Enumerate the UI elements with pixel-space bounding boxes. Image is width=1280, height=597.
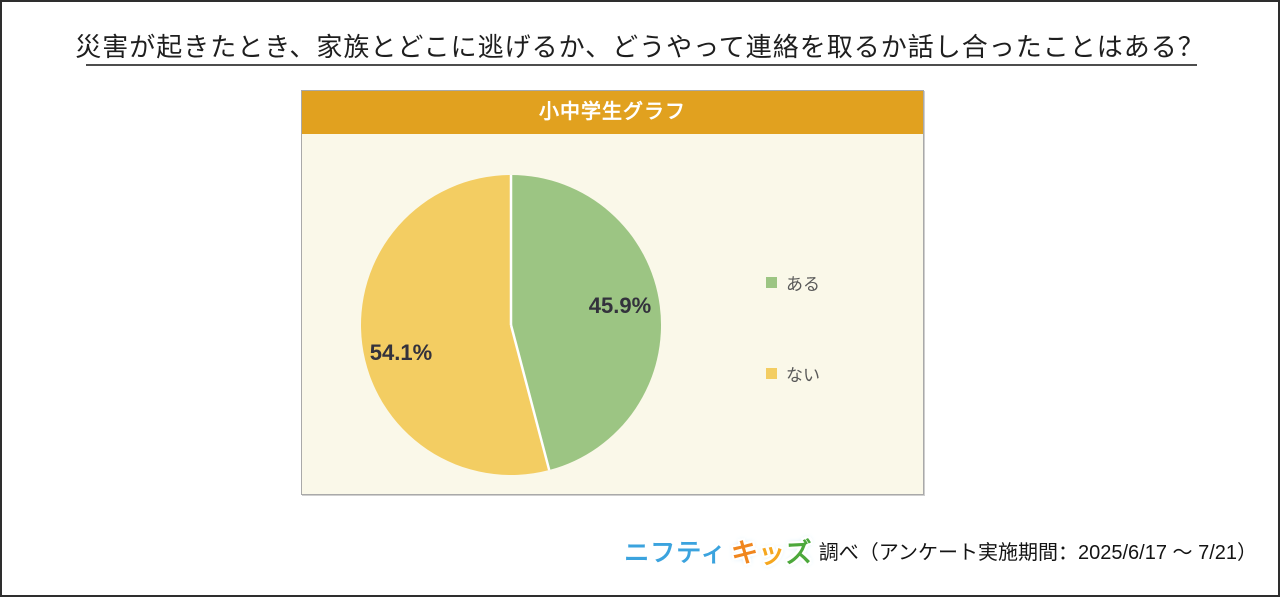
pie-slice-label-aru: 45.9% [588,293,652,318]
pie-slice-0 [511,175,662,471]
legend-label-aru: ある [786,275,820,294]
survey-period-text: 調べ（アンケート実施期間：2025/6/17 ～ 7/21） [818,542,1257,564]
chart-legend: ある ない [766,270,820,386]
pie-slice-1 [361,175,550,475]
chart-panel: 小中学生グラフ 45.9% 54.1% ある ない [301,90,924,495]
kids-logo-text: キッズ [729,536,813,570]
title-underline [86,64,1197,66]
nifty-logo-text: ニフティ [624,538,727,567]
legend-item-aru: ある [766,270,820,295]
legend-swatch-nai-icon [766,368,777,379]
chart-panel-header: 小中学生グラフ [302,91,923,134]
legend-swatch-aru-icon [766,277,777,288]
chart-panel-body: 45.9% 54.1% ある ない [302,134,923,494]
page-title: 災害が起きたとき、家族とどこに逃げるか、どうやって連絡を取るか話し合ったことはあ… [75,32,1205,62]
nifty-kids-logo: ニフティ キッズ [624,531,812,570]
source-note: ニフティ キッズ 調べ（アンケート実施期間：2025/6/17 ～ 7/21） [624,531,1257,570]
legend-item-nai: ない [766,361,820,386]
pie-chart [361,175,662,475]
pie-slice-label-nai: 54.1% [369,340,433,365]
legend-label-nai: ない [786,366,820,385]
